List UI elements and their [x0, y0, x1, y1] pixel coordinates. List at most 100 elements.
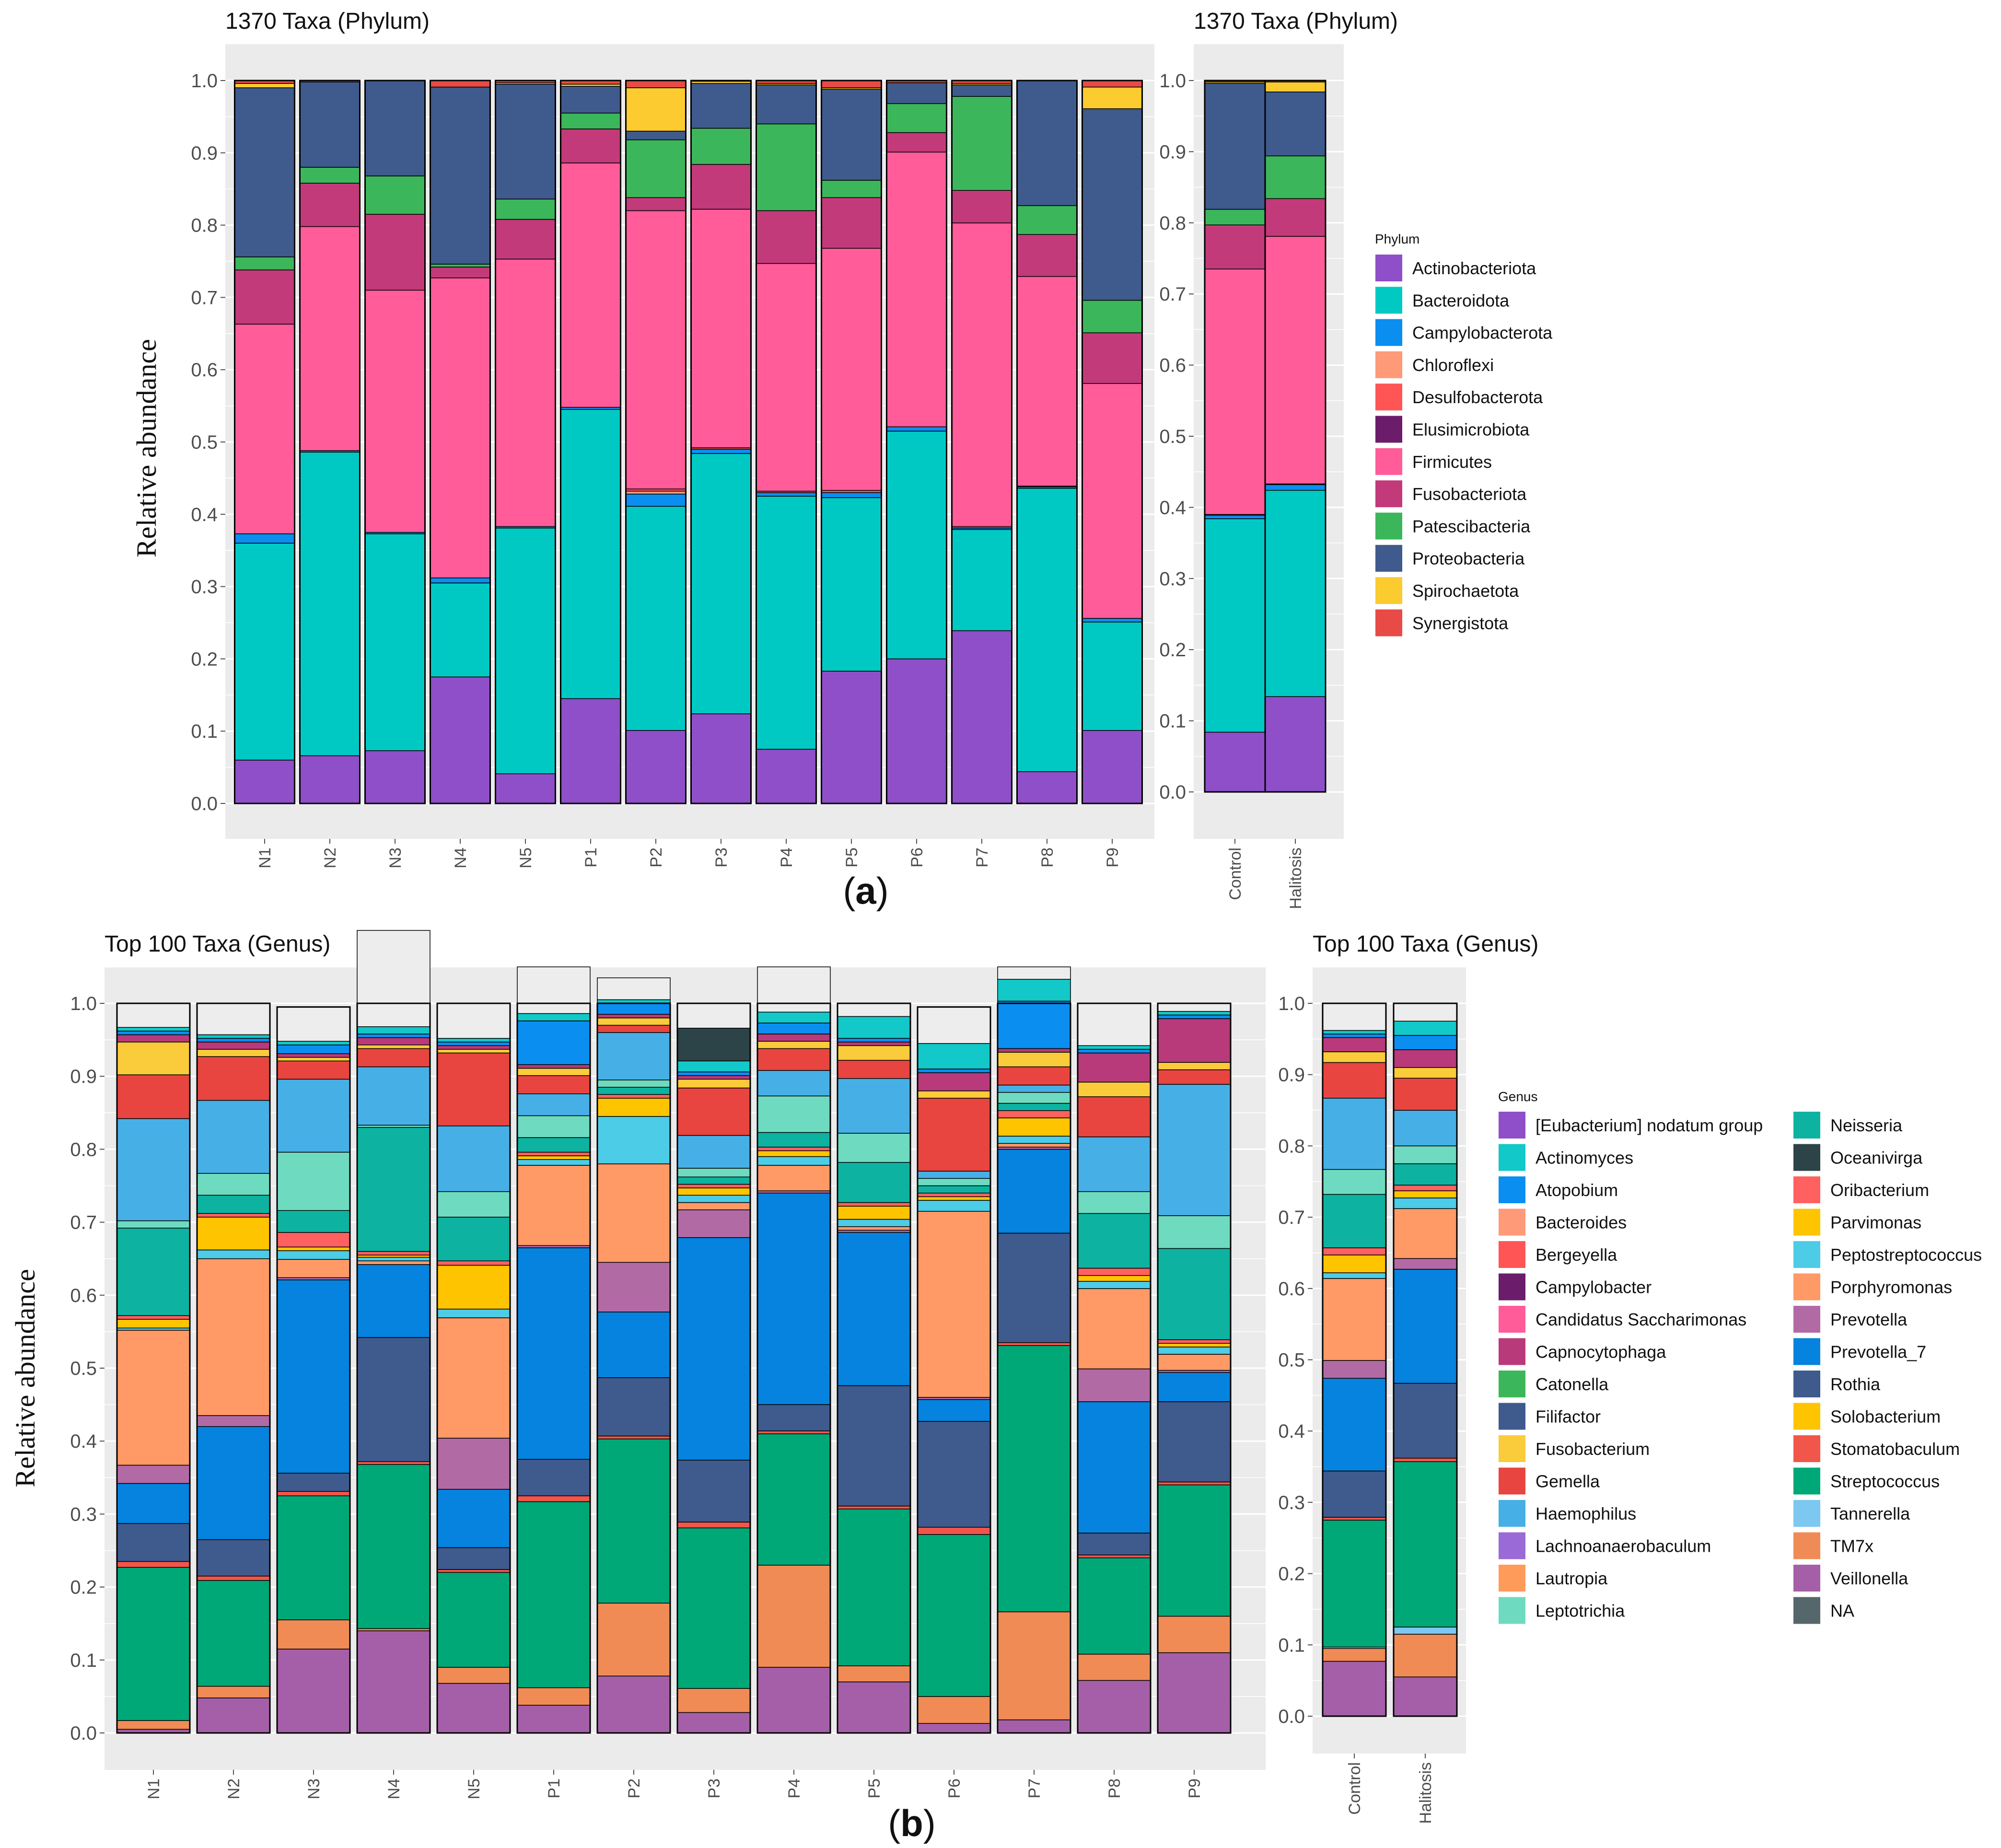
bar-segment-p3-patescibacteria — [690, 128, 752, 165]
bar-segment-p3-stomatobaculum — [677, 1522, 751, 1529]
panel-b-sample-chart-y-tick-label: 0.5 — [70, 1358, 97, 1379]
bar-segment-n1-patescibacteria — [234, 256, 295, 270]
bar-segment-p6-actinobacteriota — [886, 658, 947, 804]
bar-segment-halitosis-peptostreptococcus — [1393, 1197, 1457, 1209]
bar-segment-n2-leptotrichia — [197, 1173, 270, 1196]
bar-segment-p8-proteobacteria — [1016, 80, 1078, 206]
bar-segment-n1-fusobacterium — [116, 1041, 190, 1075]
bar-segment-p7-prevotella-7 — [997, 1149, 1071, 1234]
bar-segment-n3-stomatobaculum — [277, 1491, 350, 1497]
bar-segment-p5-tm7x — [837, 1665, 911, 1683]
legend-key-patescibacteria — [1374, 511, 1403, 541]
bar-segment-n2-actinobacteriota — [299, 755, 361, 804]
legend-key-lachnoanaerobaculum — [1498, 1531, 1526, 1560]
bar-segment-n2-prevotella — [197, 1415, 270, 1427]
bar-segment-p2-firmicutes — [625, 210, 686, 489]
bar-segment-p4-other-genera — [757, 966, 831, 1013]
bar-outline-p6 — [886, 80, 947, 804]
legend-key-stomatobaculum — [1792, 1434, 1821, 1463]
legend-label-rothia: Rothia — [1830, 1374, 1881, 1394]
legend-key-tannerella — [1792, 1499, 1821, 1528]
bar-outline-n1 — [116, 1002, 191, 1734]
bar-outline-p1 — [516, 1002, 591, 1734]
bar-segment-halitosis-bacteroidota — [1265, 490, 1326, 697]
x-tick-label-p4: P4 — [778, 848, 796, 868]
genus-legend: Genus [Eubacterium] nodatum group Actinom… — [1498, 1089, 1982, 1625]
legend-key-haemophilus — [1498, 1499, 1526, 1528]
bar-segment-p6-proteobacteria — [886, 82, 947, 105]
legend-key-campylobacter — [1498, 1272, 1526, 1302]
legend-key-campylobacterota — [1374, 318, 1403, 347]
bar-segment-p2-prevotella-7 — [597, 1312, 671, 1378]
bar-segment-halitosis-fusobacterium — [1393, 1067, 1457, 1079]
panel-b-group-chart-y-tick-label: 0.0 — [1278, 1706, 1305, 1727]
panel-b-group-chart-y-tick-label: 0.4 — [1278, 1421, 1305, 1442]
bar-segment-p5-parvimonas — [837, 1206, 911, 1220]
bar-segment-control-bacteroidota — [1204, 518, 1266, 733]
bar-segment-p9-fusobacteriota — [1082, 332, 1143, 384]
bar-segment-p3-gemella — [677, 1087, 751, 1136]
bar-segment-p2-bacteroidota — [625, 506, 686, 731]
bar-segment-control-atopobium — [1322, 1034, 1386, 1038]
legend-key-oceanivirga — [1792, 1143, 1821, 1172]
bar-segment-p3-neisseria — [677, 1176, 751, 1185]
bar-segment-p9-actinomyces — [1157, 1011, 1231, 1016]
bar-segment-p2-veillonella — [597, 1675, 671, 1733]
bar-segment-p6-gemella — [917, 1098, 991, 1172]
panel-a-y-label: Relative abundance — [131, 339, 162, 558]
panel-a-group-chart-y-tick-label: 0.4 — [1159, 497, 1186, 518]
bar-segment-p1-bacteroidota — [560, 409, 621, 699]
bar-segment-p2-patescibacteria — [625, 139, 686, 198]
bar-segment-p5-porphyromonas — [837, 1226, 911, 1231]
bar-segment-n4-bacteroidota — [430, 582, 491, 677]
bar-segment-p4-peptostreptococcus — [757, 1156, 831, 1166]
panel-a-label: (a) — [843, 870, 888, 912]
bar-segment-p9-parvimonas — [1157, 1343, 1231, 1348]
bar-segment-p9-stomatobaculum — [1157, 1481, 1231, 1486]
bar-segment-p5-fusobacterium — [837, 1045, 911, 1061]
bar-segment-n2-firmicutes — [299, 226, 361, 451]
bar-outline-p7 — [951, 80, 1012, 804]
bar-segment-p9-streptococcus — [1157, 1484, 1231, 1617]
bar-segment-n2-fusobacterium — [197, 1049, 270, 1057]
legend-label-prevotella-7: Prevotella_7 — [1830, 1342, 1926, 1362]
bar-segment-p3-leptotrichia — [677, 1168, 751, 1177]
panel-b-group-chart-y-tick-label: 0.8 — [1278, 1136, 1305, 1157]
bar-segment-p3-campylobacterota — [690, 449, 752, 454]
bar-segment-p3-veillonella — [677, 1712, 751, 1733]
panel-b-sample-chart-y-tick-label: 0.4 — [70, 1431, 97, 1452]
bar-segment-p6-fusobacterium — [917, 1090, 991, 1099]
x-tick-label-n1: N1 — [256, 848, 274, 868]
bar-segment-n5-rothia — [437, 1547, 511, 1570]
bar-segment-p7-atopobium — [997, 1000, 1071, 1049]
bar-segment-p7-rothia — [997, 1232, 1071, 1343]
bar-segment-p1-other-genera — [517, 966, 591, 1014]
bar-segment-p9-fusobacterium — [1157, 1062, 1231, 1070]
legend-label-leptotrichia: Leptotrichia — [1536, 1601, 1625, 1621]
bar-segment-p3-fusobacteriota — [690, 164, 752, 210]
legend-key-lautropia — [1498, 1564, 1526, 1592]
bar-segment-n4-gemella — [357, 1048, 430, 1068]
legend-label-streptococcus: Streptococcus — [1830, 1472, 1940, 1491]
bar-segment-p1-fusobacterium — [517, 1068, 591, 1076]
bar-segment-halitosis-fusobacteriota — [1265, 198, 1326, 237]
x-tick-label-control: Control — [1346, 1762, 1364, 1815]
bar-segment-p8-gemella — [1077, 1096, 1151, 1138]
x-tick-label-p7: P7 — [973, 848, 991, 868]
bar-segment-p9-rothia — [1157, 1401, 1231, 1483]
bar-segment-halitosis-firmicutes — [1265, 236, 1326, 485]
bar-segment-p9-campylobacterota — [1082, 618, 1143, 623]
bar-segment-p9-veillonella — [1157, 1652, 1231, 1733]
bar-outline-p3 — [676, 1002, 751, 1734]
panel-a-sample-chart: 0.0 0.1 0.2 0.3 0.4 0.5 0.6 0.7 0.8 0.9 1.0 N1 N2 N3 N… — [191, 44, 1154, 868]
legend-key-catonella — [1498, 1370, 1526, 1398]
bar-outline-n5 — [436, 1002, 511, 1734]
bar-segment-p7-veillonella — [997, 1719, 1071, 1733]
x-tick-label-p1: P1 — [582, 848, 600, 868]
bar-segment-p1-oribacterium — [517, 1151, 591, 1156]
bar-segment-n2-fusobacteriota — [299, 183, 361, 227]
bar-segment-p8-tm7x — [1077, 1653, 1151, 1681]
bar-segment-p9-synergistota — [1082, 80, 1143, 88]
bar-outline-p9 — [1157, 1002, 1232, 1734]
bar-segment-control-campylobacterota — [1204, 514, 1266, 519]
